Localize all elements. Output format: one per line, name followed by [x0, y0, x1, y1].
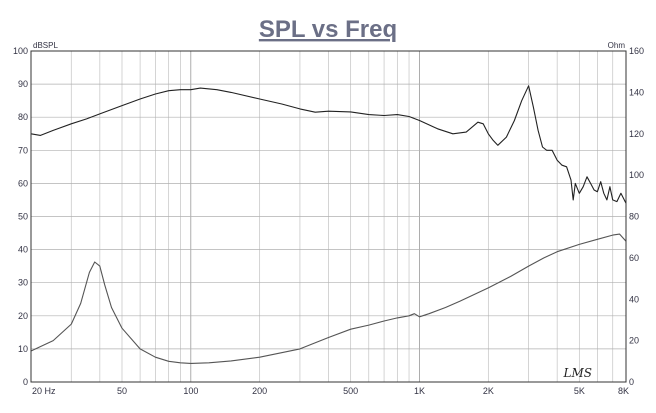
x-tick-label: 200	[252, 386, 267, 396]
right-y-tick-label: 80	[629, 212, 639, 222]
x-tick-label: 500	[343, 386, 358, 396]
impedance-curve	[30, 233, 627, 364]
left-y-tick-label: 40	[18, 245, 28, 255]
left-y-tick-label: 90	[18, 79, 28, 89]
right-y-tick-label: 160	[629, 46, 644, 56]
left-y-tick-label: 20	[18, 311, 28, 321]
left-y-tick-label: 0	[23, 377, 28, 387]
right-axis-unit: Ohm	[608, 41, 626, 50]
right-y-tick-label: 0	[629, 377, 634, 387]
x-tick-label: 5K	[574, 386, 585, 396]
tick-labels: 20 Hz 50 100 200 500 1K 2K 5K 8K0102030405060708…	[13, 46, 644, 396]
left-y-tick-label: 10	[18, 344, 28, 354]
x-tick-label: 20 Hz	[32, 386, 56, 396]
x-tick-label: 50	[117, 386, 127, 396]
left-y-tick-label: 80	[18, 112, 28, 122]
right-y-tick-label: 20	[629, 336, 639, 346]
x-tick-label: 2K	[483, 386, 494, 396]
left-y-tick-label: 50	[18, 212, 28, 222]
right-y-tick-label: 120	[629, 129, 644, 139]
right-y-tick-label: 140	[629, 87, 644, 97]
left-y-tick-label: 30	[18, 278, 28, 288]
plot-frame	[30, 50, 627, 383]
left-axis-unit: dBSPL	[33, 41, 58, 50]
x-tick-label: 100	[183, 386, 198, 396]
x-tick-label: 1K	[414, 386, 425, 396]
left-y-tick-label: 60	[18, 178, 28, 188]
chart-title: SPL vs Freq	[259, 16, 397, 43]
lms-logo: LMS	[563, 366, 592, 380]
spl-curve	[30, 85, 627, 204]
left-y-tick-label: 100	[13, 46, 28, 56]
right-y-tick-label: 100	[629, 170, 644, 180]
grid-lines	[31, 50, 626, 383]
x-tick-label: 8K	[618, 386, 629, 396]
left-y-tick-label: 70	[18, 145, 28, 155]
right-y-tick-label: 60	[629, 253, 639, 263]
series-layer	[30, 85, 627, 364]
right-y-tick-label: 40	[629, 294, 639, 304]
